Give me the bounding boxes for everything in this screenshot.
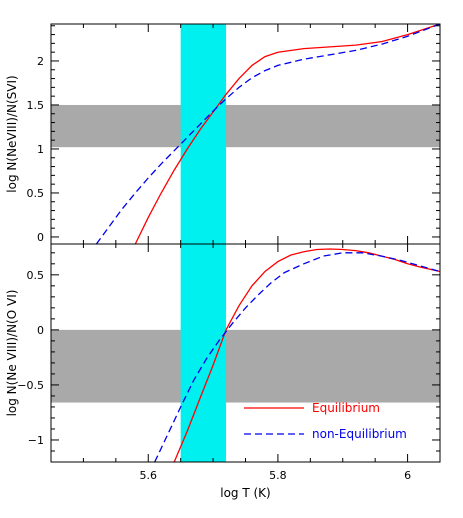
temperature-range-band [180,244,227,462]
y-tick-label: 2 [37,55,44,68]
x-tick-label: 5.8 [269,469,287,482]
y-tick-label: 1.5 [27,99,45,112]
y-tick-label: 0.5 [27,187,45,200]
temperature-range-band [180,24,227,244]
top-y-axis-title: log N(NeVIII)/N(SVI) [5,75,19,192]
x-tick-label: 6 [404,469,411,482]
bottom-panel: −1 −0.5 0 0.5 5.6 5.8 6 [17,243,441,482]
y-tick-label: −1 [28,434,44,447]
bottom-y-axis-title: log N(Ne VIII)/N(O VI) [5,290,19,417]
legend: Equilibrium non-Equilibrium [244,401,407,441]
y-tick-label: 1 [37,143,44,156]
non-equilibrium-curve-bottom [154,252,440,462]
x-axis-title: log T (K) [220,486,270,500]
y-tick-label: 0 [37,324,44,337]
top-panel: 0 0.5 1 1.5 2 [27,23,441,245]
legend-label-non-equilibrium: non-Equilibrium [312,427,407,441]
observed-range-band [51,104,440,148]
y-tick-label: 0 [37,231,44,244]
x-tick-label: 5.6 [140,469,158,482]
non-equilibrium-curve-top [95,24,440,244]
y-tick-label: 0.5 [27,269,45,282]
equilibrium-curve-top [134,24,440,244]
observed-range-band [51,329,440,403]
y-tick-label: −0.5 [17,379,44,392]
legend-label-equilibrium: Equilibrium [312,401,380,415]
